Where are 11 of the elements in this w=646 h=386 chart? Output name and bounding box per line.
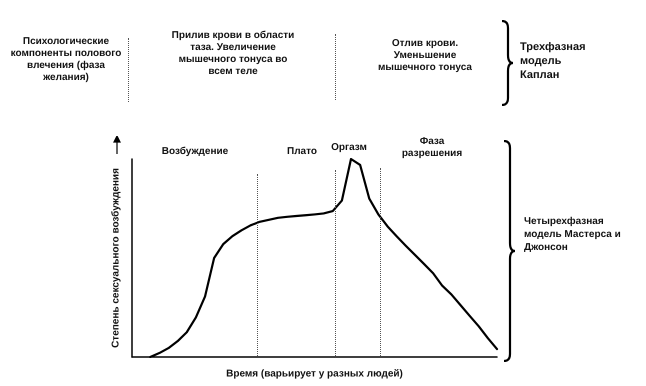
x-axis-title: Время (варьирует у разных людей) <box>226 368 403 380</box>
annotation: Фаза разрешения <box>400 136 464 160</box>
text: Плато <box>286 146 318 158</box>
text: Четырехфазная модель Мастерса и Джонсон <box>524 215 622 254</box>
text: Прилив крови в области таза. Увеличение мышечного тонуса во всем теле <box>170 30 296 78</box>
y-axis-title: Степень сексуального возбуждения <box>110 168 122 348</box>
text: Возбуждение <box>160 146 230 158</box>
text: Трехфазная модель Каплан <box>520 40 586 82</box>
text: Оргазм <box>330 142 368 154</box>
text: Отлив крови. Уменьшение мышечного тонуса <box>377 38 473 74</box>
text: Психологические компоненты полового влечения (фаза желания) <box>10 36 122 84</box>
